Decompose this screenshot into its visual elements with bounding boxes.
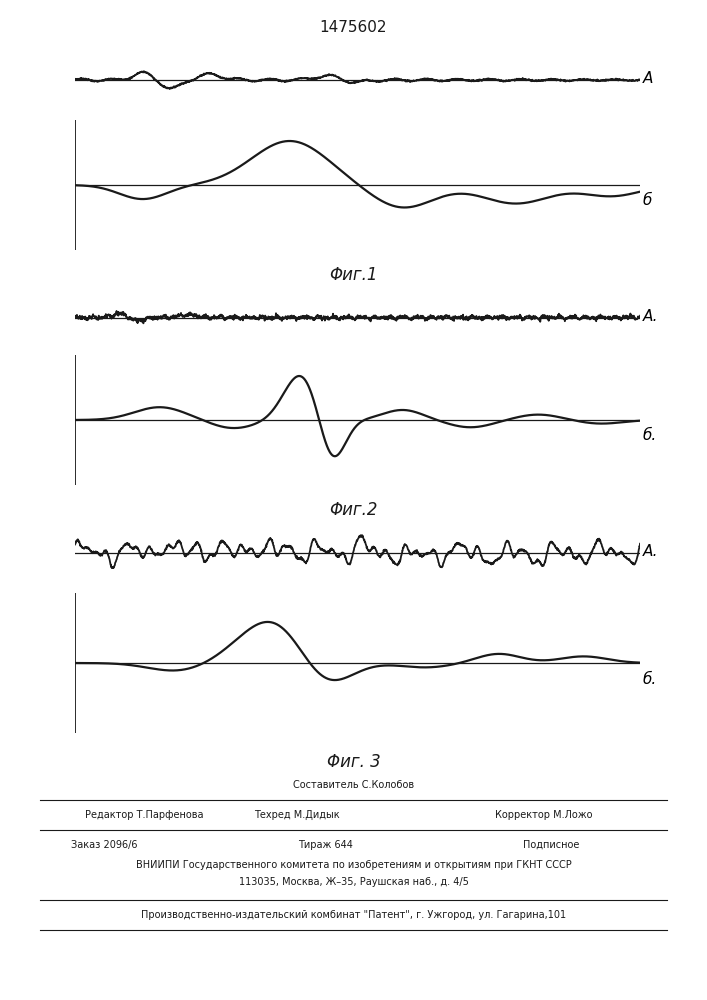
Text: ВНИИПИ Государственного комитета по изобретениям и открытиям при ГКНТ СССР: ВНИИПИ Государственного комитета по изоб… [136,860,571,870]
Text: A: A [643,71,653,86]
Text: Заказ 2096/6: Заказ 2096/6 [71,840,137,850]
Text: б: б [643,193,652,208]
Text: Техред М.Дидык: Техред М.Дидык [254,810,340,820]
Text: Производственно-издательский комбинат "Патент", г. Ужгород, ул. Гагарина,101: Производственно-издательский комбинат "П… [141,910,566,920]
Text: Корректор М.Ложо: Корректор М.Ложо [495,810,592,820]
Text: Φиг. 3: Φиг. 3 [327,753,380,771]
Text: Составитель С.Колобов: Составитель С.Колобов [293,780,414,790]
Text: A.: A. [643,309,658,324]
Text: Φиг.2: Φиг.2 [329,501,378,519]
Text: Редактор Т.Парфенова: Редактор Т.Парфенова [85,810,204,820]
Text: A.: A. [643,544,658,559]
Text: Φиг.1: Φиг.1 [329,266,378,284]
Text: Подписное: Подписное [523,840,580,850]
Text: б.: б. [643,672,657,687]
Text: 113035, Москва, Ж–35, Раушская наб., д. 4/5: 113035, Москва, Ж–35, Раушская наб., д. … [238,877,469,887]
Text: б.: б. [643,428,657,443]
Text: Тираж 644: Тираж 644 [298,840,353,850]
Text: 1475602: 1475602 [320,20,387,35]
